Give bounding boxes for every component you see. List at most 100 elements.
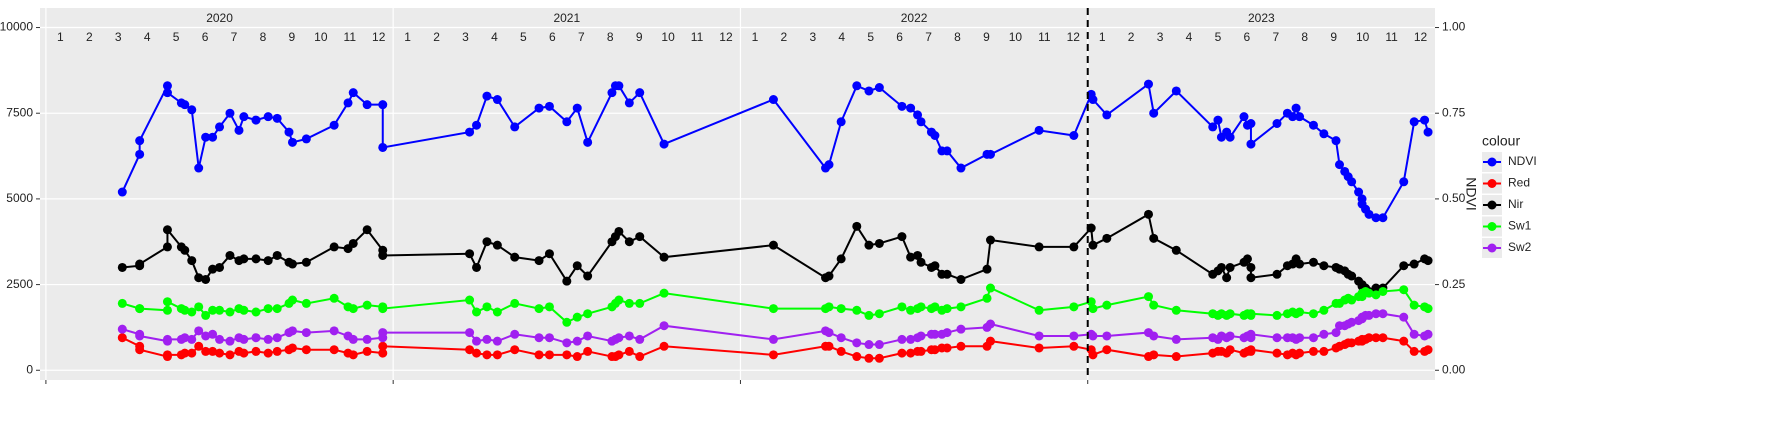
month-label: 5 [173,30,180,44]
data-point [916,117,926,127]
data-point [985,149,995,159]
month-label: 5 [520,30,527,44]
data-point [1423,127,1433,137]
data-point [263,304,273,314]
data-point [472,262,482,272]
data-point [583,271,593,281]
data-point [1319,346,1329,356]
data-point [1378,213,1388,223]
data-point [492,307,502,317]
data-point [1225,262,1235,272]
month-label: 9 [636,30,643,44]
data-point [956,163,966,173]
data-point [1102,345,1112,355]
data-point [194,341,204,351]
data-point [614,295,624,305]
data-point [194,302,204,312]
data-point [465,295,475,305]
data-point [916,257,926,267]
data-point [1086,297,1096,307]
data-point [510,122,520,132]
data-point [1371,333,1381,343]
data-point [1364,333,1374,343]
data-point [583,331,593,341]
data-point [162,88,172,98]
data-point [251,115,261,125]
data-point [201,274,211,284]
data-point [1295,259,1305,269]
data-point [897,232,907,242]
data-point [362,100,372,110]
month-label: 10 [661,30,675,44]
month-label: 8 [1301,30,1308,44]
data-point [287,137,297,147]
month-label: 11 [691,30,704,44]
data-point [251,333,261,343]
data-point [225,350,235,360]
data-point [301,328,311,338]
data-point [930,261,940,271]
data-point [135,331,145,341]
data-point [301,257,311,267]
data-point [942,328,952,338]
month-label: 6 [549,30,556,44]
data-point [824,160,834,170]
data-point [624,298,634,308]
data-point [614,333,624,343]
data-point [1149,233,1159,243]
data-point [1143,79,1153,89]
data-point [1088,350,1098,360]
data-point [1246,345,1256,355]
data-point [362,300,372,310]
data-point [1423,256,1433,266]
data-point [1246,139,1256,149]
legend-marker [1487,157,1497,167]
data-point [1213,115,1223,125]
data-point [1399,177,1409,187]
data-point [635,88,645,98]
data-point [583,309,593,319]
data-point [239,254,249,264]
data-point [135,259,145,269]
data-point [1272,333,1282,343]
data-point [1171,245,1181,255]
data-point [465,249,475,259]
data-point [1149,331,1159,341]
data-point [836,333,846,343]
data-point [1308,120,1318,130]
data-point [544,350,554,360]
month-label: 8 [607,30,614,44]
data-point [1246,262,1256,272]
data-point [1171,352,1181,362]
data-point [162,242,172,252]
data-point [482,237,492,247]
data-point [472,336,482,346]
data-point [482,350,492,360]
data-point [301,345,311,355]
data-point [956,324,966,334]
data-point [864,240,874,250]
data-point [225,336,235,346]
legend-label: Red [1508,176,1530,190]
data-point [239,305,249,315]
data-point [1069,341,1079,351]
data-point [1088,304,1098,314]
month-label: 2 [781,30,788,44]
data-point [251,307,261,317]
month-label: 4 [144,30,151,44]
data-point [301,298,311,308]
data-point [362,225,372,235]
year-label: 2023 [1248,11,1275,25]
data-point [1319,305,1329,315]
data-point [348,350,358,360]
month-label: 5 [867,30,874,44]
data-point [263,112,273,122]
data-point [942,269,952,279]
data-point [624,331,634,341]
data-point [1102,331,1112,341]
data-point [874,309,884,319]
data-point [614,350,624,360]
data-point [117,324,127,334]
data-point [1069,242,1079,252]
data-point [272,333,282,343]
